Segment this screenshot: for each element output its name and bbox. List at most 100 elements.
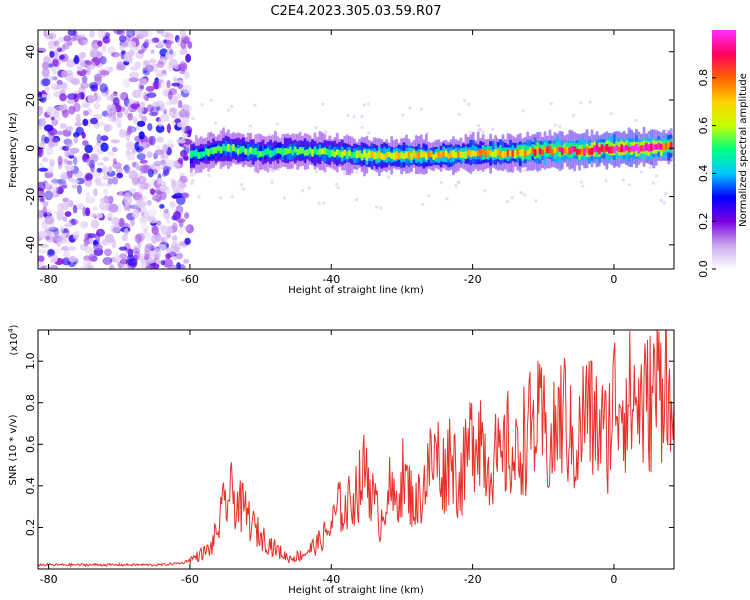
spectrogram-noise-cell: [39, 265, 47, 269]
spectrogram-noise-cell: [355, 170, 359, 174]
spectrogram-noise-cell: [307, 186, 311, 190]
spectrogram-noise-cell: [151, 234, 158, 244]
spectrogram-noise-cell: [71, 179, 80, 184]
spectrogram-ridge-cell: [595, 144, 599, 152]
spectrogram-noise-cell: [64, 222, 74, 228]
spectrogram-noise-cell: [112, 161, 122, 169]
spectrogram-noise-cell: [58, 54, 65, 60]
snr-y-axis-label: SNR (10 * v/v): [8, 414, 19, 485]
spectrogram-ridge-cell: [353, 151, 356, 158]
spectrogram-ridge-cell: [405, 151, 408, 159]
spectrogram-noise-cell: [627, 183, 632, 187]
spectrogram-ridge-cell: [444, 150, 448, 158]
spectrogram-noise-cell: [419, 107, 424, 111]
spectrogram-noise-cell: [159, 57, 168, 65]
spectrogram-ridge-cell: [281, 148, 285, 157]
spectrogram-noise-cell: [94, 177, 102, 186]
spectrogram-noise-cell: [140, 224, 150, 231]
spectrogram-ridge-cell: [521, 149, 525, 157]
spectrogram-noise-cell: [75, 126, 84, 136]
spectrogram-noise-cell: [61, 232, 67, 238]
spectrogram-noise-cell: [139, 101, 146, 109]
x-tick-label: -80: [40, 273, 58, 286]
spectrogram-ridge-cell: [496, 148, 500, 156]
spectrogram-noise-cell: [89, 30, 95, 38]
spectrogram-noise-cell: [98, 202, 106, 210]
spectrogram-ridge-cell: [269, 150, 272, 158]
spectrogram-noise-cell: [79, 39, 84, 45]
colorbar-tick-label: 0.8: [697, 69, 710, 87]
spectrogram-noise-cell: [102, 36, 111, 44]
spectrogram-ridge-cell: [365, 153, 369, 161]
spectrogram-noise-cell: [139, 164, 149, 174]
spectrogram-ridge-cell: [630, 145, 633, 152]
spectrogram-noise-cell: [38, 255, 45, 262]
spectrogram-ridge-cell: [607, 146, 611, 154]
spectrogram-noise-cell: [314, 170, 318, 174]
spectrogram-noise-cell: [44, 136, 50, 144]
spectrogram-noise-cell: [269, 167, 273, 171]
spectrogram-ridge-cell: [358, 150, 361, 158]
spectrogram-noise-cell: [84, 60, 93, 66]
spectrogram-noise-cell: [101, 241, 111, 246]
spectrogram-noise-cell: [61, 70, 68, 78]
spectrogram-noise-cell: [85, 262, 93, 269]
spectrogram-ridge-cell: [573, 146, 577, 152]
spectrogram-noise-cell: [77, 33, 85, 39]
spectrogram-noise-cell: [183, 258, 190, 264]
spectrogram-noise-cell: [366, 102, 370, 106]
spectrogram-noise-cell: [53, 40, 60, 47]
spectrogram-noise-cell: [168, 88, 177, 96]
spectrogram-noise-cell: [48, 63, 54, 68]
spectrogram-ridge-cell: [476, 150, 480, 157]
spectrogram-ridge-cell: [256, 150, 260, 158]
spectrogram-noise-cell: [90, 219, 100, 229]
spectrogram-noise-cell: [86, 174, 93, 180]
spectrogram-ridge-cell: [603, 146, 606, 153]
spectrogram-noise-cell: [510, 196, 514, 200]
spectrogram-noise-cell: [147, 38, 155, 45]
spectrogram-noise-cell: [270, 180, 274, 184]
spectrogram-noise-cell: [76, 65, 84, 72]
spectrogram-noise-cell: [96, 228, 105, 237]
spectrogram-noise-cell: [82, 118, 89, 126]
spectrogram-noise-cell: [151, 37, 160, 43]
spectrogram-noise-cell: [104, 248, 112, 257]
spectrogram-noise-cell: [82, 110, 89, 116]
spectrogram-noise-cell: [180, 39, 187, 50]
spectrogram-noise-cell: [44, 92, 52, 100]
spectrogram-ridge-cell: [622, 145, 626, 153]
spectrogram-noise-cell: [44, 215, 55, 225]
spectrogram-noise-cell: [153, 248, 162, 258]
spectrogram-noise-cell: [112, 226, 121, 234]
spectrogram-noise-cell: [138, 82, 145, 92]
spectrogram-noise-cell: [408, 106, 412, 110]
spectrogram-noise-cell: [119, 253, 128, 260]
spectrogram-ridge-cell: [620, 144, 624, 153]
spectrogram-noise-cell: [140, 206, 148, 213]
spectrogram-noise-cell: [85, 246, 94, 255]
spectrogram-noise-cell: [131, 89, 142, 99]
spectrogram-noise-cell: [79, 221, 89, 229]
spectrogram-noise-cell: [116, 30, 126, 36]
snr-ticks: -80 -60 -40 -20 0 0.2 0.4 0.6 0.8 1.0: [24, 330, 674, 586]
spectrogram-noise-cell: [76, 203, 85, 210]
spectrogram-ridge-cell: [189, 150, 193, 159]
spectrogram-noise-cell: [136, 153, 146, 161]
spectrogram-noise-cell: [639, 170, 643, 174]
spectrogram-noise-cell: [367, 131, 371, 135]
spectrogram-noise-cell: [38, 181, 46, 192]
spectrogram-noise-cell: [139, 159, 148, 164]
spectrogram-noise-cell: [174, 35, 180, 43]
spectrogram-noise-cell: [132, 30, 139, 37]
spectrogram-noise-cell: [56, 202, 65, 212]
spectrogram-noise-cell: [73, 56, 80, 65]
spectrogram-ridge-cell: [264, 148, 267, 156]
spectrogram-noise-cell: [103, 188, 109, 194]
spectrogram-noise-cell: [145, 264, 154, 269]
spectrogram-ridge-cell: [283, 148, 287, 156]
spectrogram-ridge-cell: [288, 146, 292, 154]
spectrogram-noise-cell: [156, 30, 164, 34]
spectrogram-noise-cell: [88, 159, 96, 169]
